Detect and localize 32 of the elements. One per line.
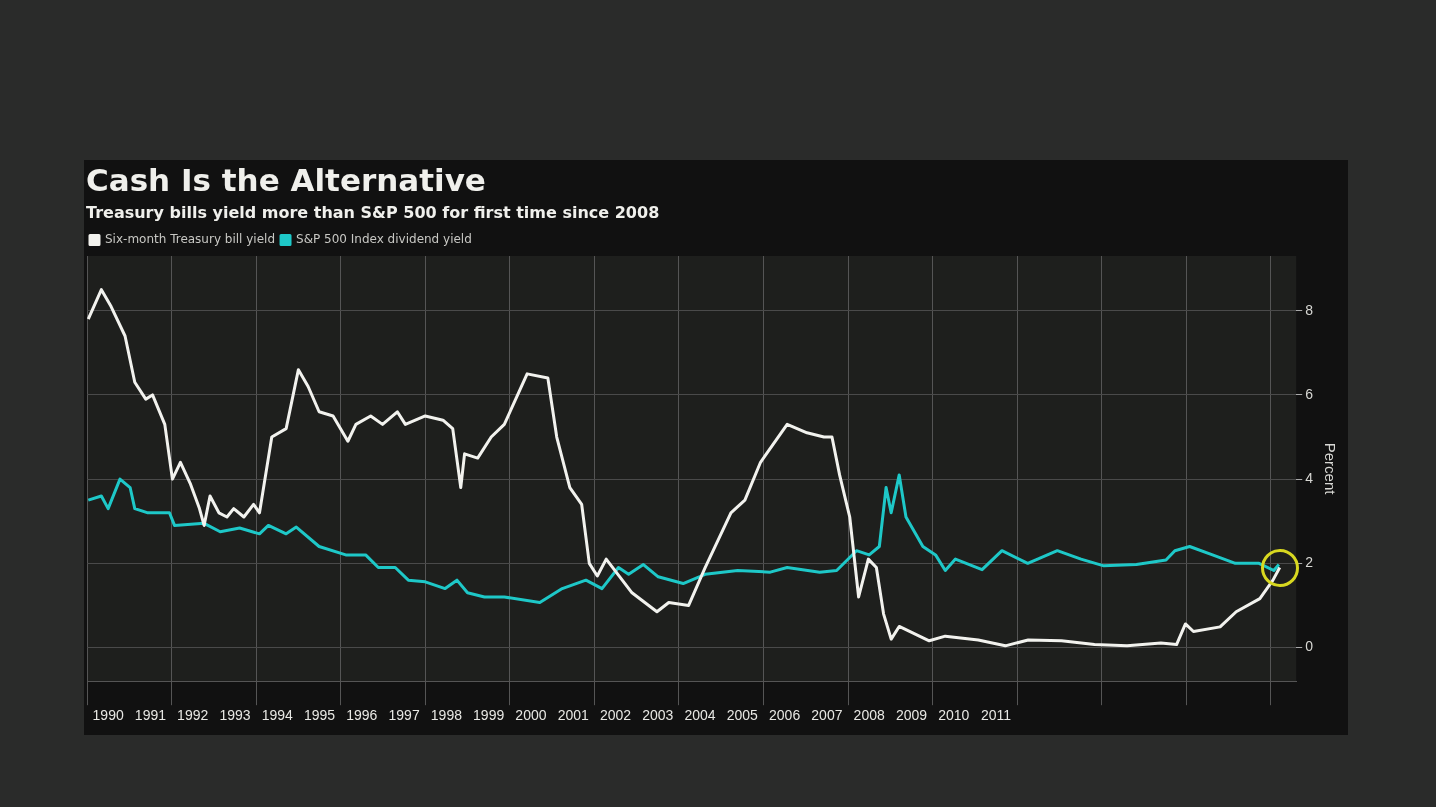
x-tick-label: 2008 xyxy=(853,707,885,724)
x-tick-label: 1997 xyxy=(388,707,420,724)
y-tick-label: 0 xyxy=(1305,638,1314,655)
x-tick-label: 2004 xyxy=(684,707,716,724)
x-tick-label: 2009 xyxy=(895,707,928,724)
x-tick-label: 2000 xyxy=(515,707,547,724)
y-tick-label: 4 xyxy=(1305,469,1314,486)
x-tick-label: 2007 xyxy=(811,707,843,724)
y-tick-label: 8 xyxy=(1305,301,1314,318)
x-tick-label: 1992 xyxy=(177,707,209,724)
y-tick-label: 2 xyxy=(1305,554,1314,571)
legend-label: Six-month Treasury bill yield xyxy=(105,232,276,247)
x-tick-label: 1996 xyxy=(346,707,378,724)
x-tick-label: 1995 xyxy=(303,707,336,724)
x-tick-label: 1994 xyxy=(261,707,294,724)
x-tick-label: 1990 xyxy=(92,707,124,724)
x-tick-label: 1998 xyxy=(430,707,463,724)
x-tick-label: 2003 xyxy=(642,707,674,724)
x-tick-label: 2002 xyxy=(599,707,632,724)
y-axis-title: Percent xyxy=(1321,442,1339,496)
chart-subtitle: Treasury bills yield more than S&P 500 for first time since 2008 xyxy=(86,203,660,222)
x-tick-label: 2006 xyxy=(769,707,801,724)
chart-title: Cash Is the Alternative xyxy=(86,162,486,198)
y-tick-label: 6 xyxy=(1305,385,1314,402)
legend-label: S&P 500 Index dividend yield xyxy=(296,232,472,247)
x-tick-label: 2010 xyxy=(938,707,970,724)
x-tick-label: 1993 xyxy=(219,707,251,724)
x-tick-label: 2011 xyxy=(980,707,1012,724)
x-tick-label: 2001 xyxy=(557,707,589,724)
x-tick-label: 1999 xyxy=(473,707,505,724)
x-tick-label: 2005 xyxy=(726,707,759,724)
x-tick-label: 1991 xyxy=(134,707,167,724)
